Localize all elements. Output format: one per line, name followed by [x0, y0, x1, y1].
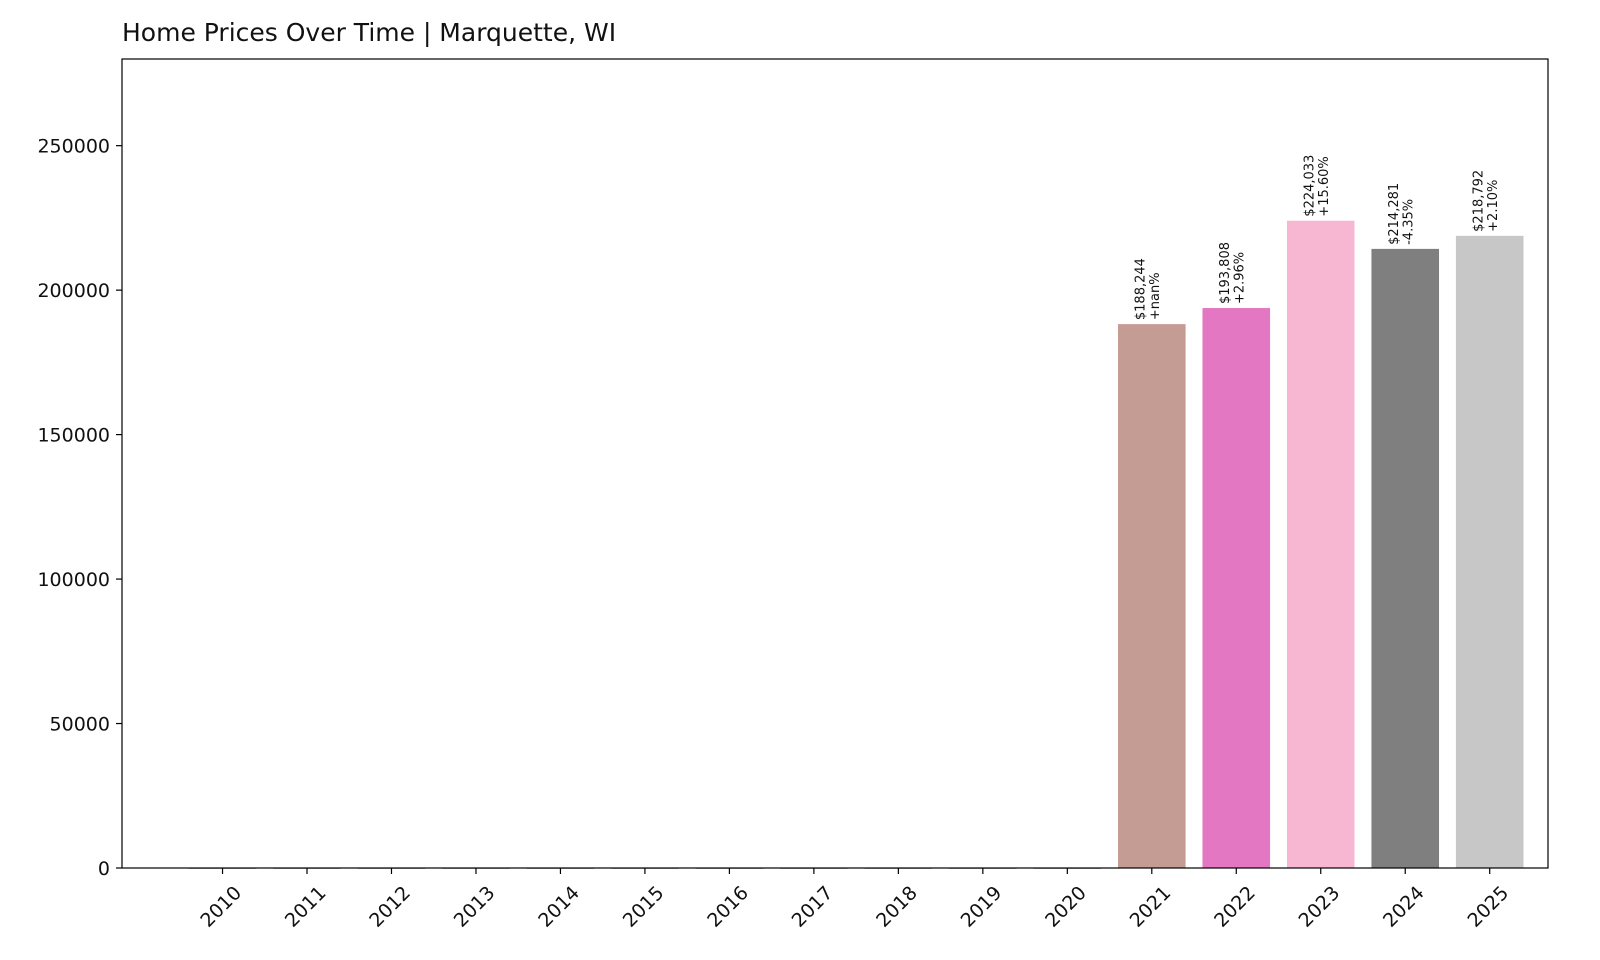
- x-axis: 2010 2011 2012 2013 2014 2015 2016 2017 2018 2019…: [196, 868, 1513, 932]
- x-tick-label-2023: 2023: [1295, 882, 1345, 932]
- x-tick-label-2012: 2012: [365, 882, 415, 932]
- bars-layer: [188, 220, 1524, 869]
- bar-value-label-2022: $193,808+2.96%: [1218, 242, 1247, 304]
- x-tick-label-2015: 2015: [619, 882, 669, 932]
- y-tick-label: 50000: [50, 714, 110, 736]
- y-tick-label: 150000: [37, 425, 110, 447]
- x-tick-label-2016: 2016: [703, 882, 753, 932]
- chart-title: Home Prices Over Time | Marquette, WI: [122, 18, 617, 47]
- y-tick-label: 200000: [37, 280, 110, 302]
- y-tick-label: 250000: [37, 136, 110, 158]
- bar-2022: [1202, 308, 1271, 868]
- x-tick-label-2014: 2014: [534, 882, 584, 932]
- y-axis: 0 50000 100000 150000 200000 250000: [37, 136, 122, 880]
- x-tick-label-2011: 2011: [281, 882, 331, 932]
- plot-frame: [121, 58, 1549, 869]
- bar-value-label-2021: $188,244+nan%: [1134, 258, 1163, 320]
- bar-value-label-2023: $224,033+15.60%: [1303, 155, 1332, 217]
- bar-2025: [1455, 235, 1524, 868]
- bar-value-label-2024: $214,281-4.35%: [1387, 183, 1416, 245]
- x-tick-label-2017: 2017: [788, 882, 838, 932]
- bar-2023: [1286, 220, 1355, 868]
- bar-value-label-2025: $218,792+2.10%: [1472, 170, 1501, 232]
- x-tick-label-2013: 2013: [450, 882, 500, 932]
- bar-2021: [1118, 324, 1186, 868]
- x-tick-label-2020: 2020: [1041, 882, 1091, 932]
- x-tick-label-2024: 2024: [1379, 882, 1429, 932]
- x-tick-label-2021: 2021: [1126, 882, 1176, 932]
- y-tick-label: 0: [98, 858, 110, 880]
- x-tick-label-2022: 2022: [1210, 882, 1260, 932]
- bar-2024: [1371, 248, 1440, 868]
- x-tick-label-2019: 2019: [957, 882, 1007, 932]
- y-tick-label: 100000: [37, 569, 110, 591]
- x-tick-label-2018: 2018: [872, 882, 922, 932]
- x-tick-label-2010: 2010: [196, 882, 246, 932]
- bar-labels-layer: $188,244+nan% $193,808+2.96% $224,033+15.6…: [1134, 155, 1501, 320]
- x-tick-label-2025: 2025: [1463, 882, 1513, 932]
